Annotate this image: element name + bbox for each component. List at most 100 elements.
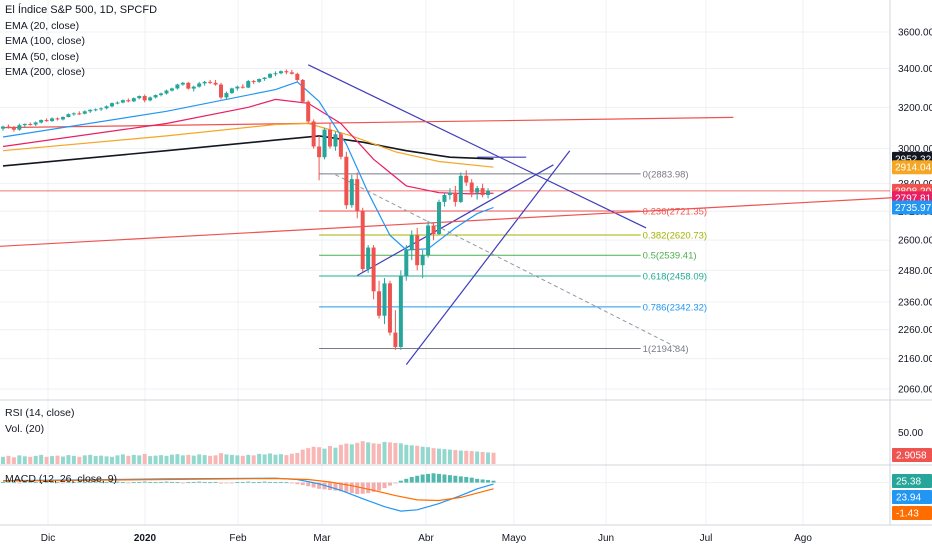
candle-body [268,73,273,78]
candle-body [186,82,191,89]
candle-body [229,88,234,94]
fib-trend-dashed-line [335,174,680,349]
macd-hist-bar [268,481,273,483]
ema20-legend[interactable]: EMA (20, close) [5,19,80,32]
volume-bar [447,449,452,464]
price-tick-label: 2480.00 [898,266,932,277]
volume-bar [71,455,76,464]
volume-bar [131,454,136,464]
volume-bar [22,456,27,464]
candle-body [1,126,5,129]
candle-body [88,109,93,112]
macd-hist-bar [262,481,267,483]
macd-hist-bar [44,481,49,483]
macd-hist-bar [126,482,131,484]
candle-body [164,90,169,94]
candle-body [355,179,360,212]
candle-body [431,225,436,234]
macd-hist-bar [409,477,414,483]
volume-bar [6,455,11,464]
candle-body [11,127,16,130]
price-tick-label: 3400.00 [898,64,932,75]
macd-hist-bar [235,482,240,484]
macd-hist-bar [82,482,87,484]
volume-bar [409,445,414,464]
candle-body [99,108,104,110]
ema100-legend[interactable]: EMA (100, close) [5,35,85,47]
macd-hist-bar [251,482,256,484]
candle-body [377,291,382,316]
vol-label[interactable]: Vol. (20) [5,422,45,435]
candle-body [371,247,376,292]
volume-bar [235,455,240,464]
candle-body [159,93,164,96]
candle-body [420,255,425,266]
candle-body [453,192,458,202]
price-tick-label: 2060.00 [898,385,932,396]
volume-bar [66,455,71,464]
time-tick-label: Jul [700,533,713,544]
volume-bar [360,441,365,464]
macd-hist-bar [6,481,11,483]
candle-body [17,125,22,130]
macd-hist-bar [377,482,382,491]
ema50-legend[interactable]: EMA (50, close) [5,50,80,63]
price-badge-label: 2914.04 [895,163,932,174]
candle-body [169,88,174,91]
macd-hist-bar [93,481,98,483]
candle-body [366,247,371,270]
volume-bar [453,450,458,464]
macd-hist-bar [437,473,441,483]
macd-badge [892,474,932,488]
ema200-legend[interactable]: EMA (200, close) [5,66,85,78]
candle-body [197,83,202,87]
volume-bar [300,449,305,464]
volume-bar [278,454,283,464]
rsi-badge [892,448,932,462]
volume-bar [480,452,485,464]
volume-bar [475,451,480,464]
candle-body [257,78,262,82]
macd-hist-bar [224,482,229,484]
macd-hist-bar [120,482,125,484]
macd-hist-bar [240,481,245,483]
macd-badge-label: -1.43 [896,509,919,520]
volume-bar [153,455,158,464]
volume-bar [333,447,338,464]
macd-label[interactable]: MACD (12, 26, close, 9) [5,473,118,485]
candle-body [289,72,294,74]
macd-hist-bar [50,481,55,483]
macd-hist-bar [278,481,283,483]
volume-bar [344,443,349,464]
volume-bar [366,442,371,464]
macd-hist-bar [169,481,174,483]
candle-body [382,283,387,316]
candle-body [66,114,71,117]
volume-bar [464,450,469,464]
macd-hist-bar [202,481,207,483]
trendline [0,194,932,247]
candle-body [115,102,120,104]
macd-hist-bar [338,482,343,492]
volume-bar [415,445,420,464]
candle-body [480,188,485,196]
volume-bar [44,456,49,464]
macd-badge-label: 25.38 [896,477,921,488]
volume-bar [469,451,474,464]
volume-bar [137,455,142,464]
rsi-label[interactable]: RSI (14, close) [5,407,75,419]
macd-hist-bar [284,482,289,484]
volume-bar [11,457,16,464]
candle-body [77,113,82,115]
macd-hist-bar [11,482,16,484]
time-tick-label: Feb [229,533,247,544]
macd-hist-bar [175,482,180,484]
volume-bar [88,454,93,464]
macd-hist-bar [328,482,332,491]
volume-bar [284,455,289,464]
time-tick-label: 2020 [134,533,157,544]
macd-badge-label: 23.94 [896,493,921,504]
volume-bar [431,448,436,464]
